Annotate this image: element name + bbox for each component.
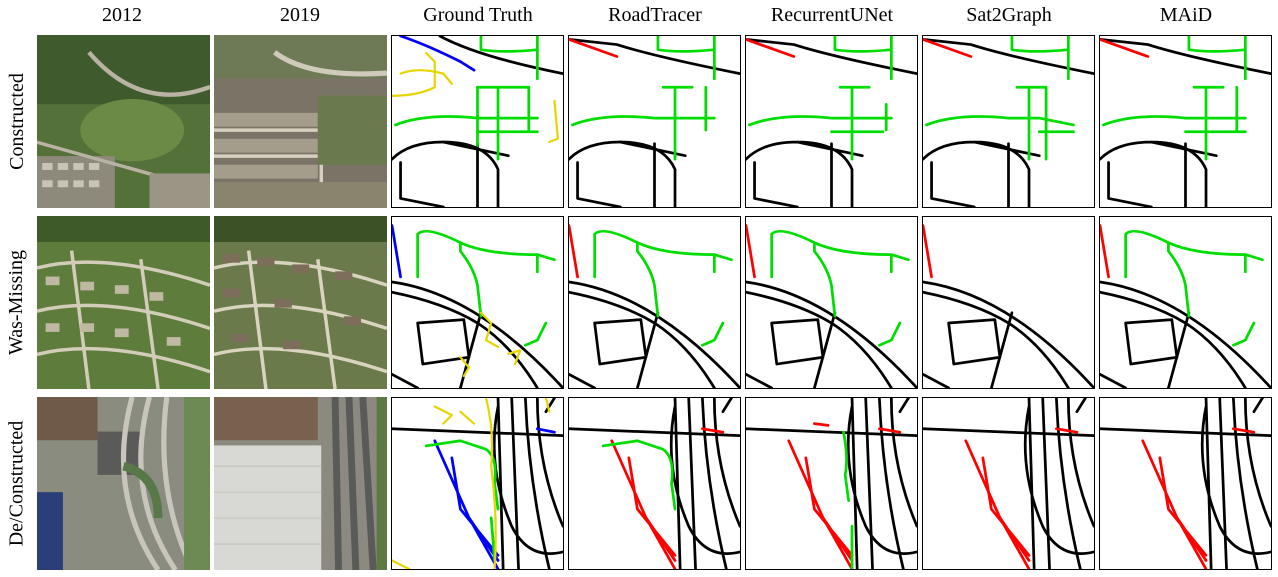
road-map-ground-truth-de-constructed (391, 397, 564, 570)
satellite-image-2012-constructed (37, 35, 210, 208)
row-label-de-constructed: De/Constructed (5, 420, 28, 547)
column-header-roadtracer: RoadTracer (608, 4, 702, 26)
row-label-was-missing: Was-Missing (5, 249, 28, 356)
column-header-maid: MAiD (1159, 4, 1213, 26)
road-map-recurrentunet-was-missing (745, 216, 918, 389)
road-map-maid-was-missing (1099, 216, 1272, 389)
road-map-ground-truth-was-missing (391, 216, 564, 389)
column-header-ground-truth: Ground Truth (423, 4, 533, 26)
column-header-2012: 2012 (102, 4, 142, 26)
satellite-image-2019-constructed (214, 35, 387, 208)
road-map-ground-truth-constructed (391, 35, 564, 208)
road-map-maid-constructed (1099, 35, 1272, 208)
road-map-sat2graph-was-missing (922, 216, 1095, 389)
column-header-2019: 2019 (280, 4, 320, 26)
column-header-recurrentunet: RecurrentUNet (770, 4, 894, 26)
road-map-roadtracer-constructed (568, 35, 741, 208)
satellite-image-2012-de-constructed (37, 397, 210, 570)
road-map-roadtracer-de-constructed (568, 397, 741, 570)
road-map-sat2graph-constructed (922, 35, 1095, 208)
road-map-recurrentunet-constructed (745, 35, 918, 208)
satellite-image-2019-de-constructed (214, 397, 387, 570)
road-map-sat2graph-de-constructed (922, 397, 1095, 570)
satellite-image-2019-was-missing (214, 216, 387, 389)
satellite-image-2012-was-missing (37, 216, 210, 389)
road-map-recurrentunet-de-constructed (745, 397, 918, 570)
road-map-roadtracer-was-missing (568, 216, 741, 389)
road-map-maid-de-constructed (1099, 397, 1272, 570)
row-label-constructed: Constructed (5, 73, 28, 170)
column-header-sat2graph: Sat2Graph (966, 4, 1052, 26)
